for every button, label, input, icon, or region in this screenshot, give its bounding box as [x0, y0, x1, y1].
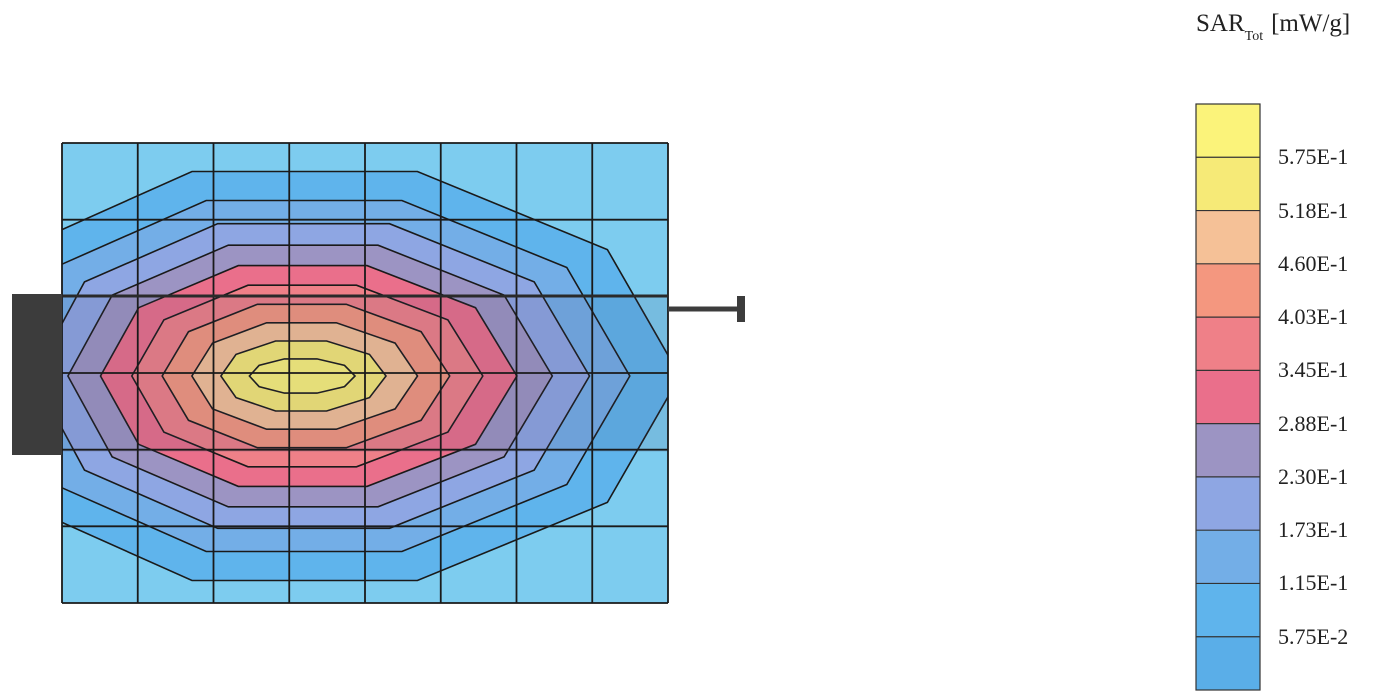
colorbar-swatch: [1196, 317, 1260, 371]
colorbar-swatch: [1196, 423, 1260, 477]
colorbar-label: 4.03E-1: [1278, 304, 1349, 330]
colorbar-swatch: [1196, 157, 1260, 211]
colorbar-title-unit: [mW/g]: [1271, 10, 1351, 37]
colorbar-label: 5.75E-2: [1278, 623, 1349, 649]
colorbar-label: 2.88E-1: [1278, 410, 1349, 436]
colorbar-label: 2.30E-1: [1278, 463, 1349, 489]
colorbar-label: 1.15E-1: [1278, 570, 1349, 596]
colorbar-title-subscript: Tot: [1244, 29, 1264, 44]
colorbar-swatch: [1196, 583, 1260, 637]
colorbar-title-main: SAR: [1196, 10, 1245, 37]
colorbar-label: 3.45E-1: [1278, 357, 1349, 383]
colorbar-label: 1.73E-1: [1278, 517, 1349, 543]
colorbar-label: 5.18E-1: [1278, 197, 1349, 223]
antenna-tip: [737, 296, 745, 322]
colorbar-swatch: [1196, 476, 1260, 531]
colorbar-swatch: [1196, 636, 1260, 690]
colorbar: [1195, 103, 1261, 691]
colorbar-frame: [1195, 103, 1261, 691]
contour-plot: [12, 142, 745, 604]
grid-lines: [61, 142, 669, 604]
colorbar-swatch: [1196, 263, 1260, 318]
colorbar-swatch: [1196, 370, 1260, 424]
colorbar-swatch: [1196, 210, 1260, 264]
contour-band: [248, 358, 357, 394]
colorbar-swatch: [1196, 530, 1260, 584]
colorbar-title: SARTot [mW/g]: [1196, 10, 1351, 44]
colorbar-label: 5.75E-1: [1278, 144, 1349, 170]
device-block: [12, 294, 62, 455]
colorbar-label: 4.60E-1: [1278, 250, 1349, 276]
colorbar-swatch: [1196, 104, 1260, 158]
